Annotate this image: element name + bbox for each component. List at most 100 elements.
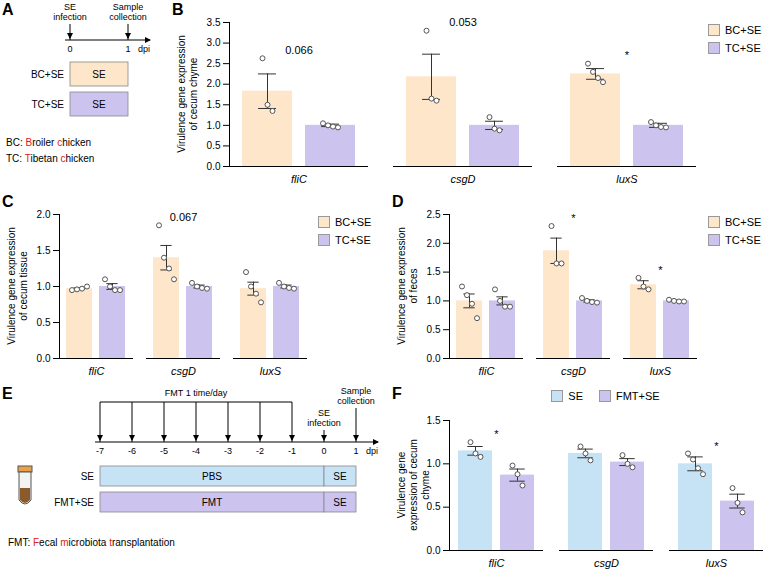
svg-text:0.5: 0.5	[37, 317, 51, 328]
svg-text:0.0: 0.0	[207, 161, 221, 172]
svg-text:collection: collection	[337, 396, 375, 406]
svg-text:Virulence gene: Virulence gene	[396, 451, 407, 518]
svg-text:1.5: 1.5	[427, 266, 441, 277]
svg-text:0.067: 0.067	[170, 211, 198, 223]
svg-text:TC+SE: TC+SE	[31, 99, 64, 110]
svg-text:fliC: fliC	[291, 173, 307, 185]
svg-text:fliC: fliC	[489, 557, 505, 569]
html-text:TC+SE: TC+SE	[335, 234, 371, 246]
svg-text:SE: SE	[333, 497, 347, 508]
svg-text:0.0: 0.0	[37, 353, 51, 364]
svg-text:SE: SE	[64, 2, 76, 12]
svg-text:FMT: FMT	[202, 497, 223, 508]
svg-text:Virulence gene expression: Virulence gene expression	[6, 227, 17, 345]
svg-text:-4: -4	[192, 446, 200, 456]
html-text:E: E	[2, 385, 13, 402]
svg-text:luxS: luxS	[650, 365, 672, 377]
svg-text:FMT+SE: FMT+SE	[54, 497, 94, 508]
svg-text:csgD: csgD	[561, 365, 586, 377]
svg-text:SE: SE	[333, 471, 347, 482]
svg-text:1.5: 1.5	[37, 245, 51, 256]
svg-text:-6: -6	[128, 446, 136, 456]
svg-text:Sample: Sample	[341, 386, 372, 396]
svg-text:fliC: fliC	[89, 365, 105, 377]
html-text:A: A	[2, 1, 14, 18]
svg-text:3.0: 3.0	[207, 37, 221, 48]
svg-text:2.5: 2.5	[427, 209, 441, 220]
html-text:D: D	[392, 193, 404, 210]
svg-text:FMT 1 time/day: FMT 1 time/day	[165, 388, 228, 398]
svg-text:-2: -2	[256, 446, 264, 456]
svg-text:SE: SE	[92, 69, 106, 80]
svg-text:luxS: luxS	[706, 557, 728, 569]
svg-text:1: 1	[125, 44, 130, 54]
svg-text:FMT: Fecal microbiota transpla: FMT: Fecal microbiota transplantation	[8, 537, 175, 548]
svg-text:of cecum tissue: of cecum tissue	[18, 251, 29, 321]
html-text:SE: SE	[568, 390, 583, 402]
html-text:BC+SE: BC+SE	[725, 24, 762, 36]
svg-text:Sample: Sample	[113, 2, 144, 12]
html-text:C: C	[2, 193, 14, 210]
svg-text:SE: SE	[318, 408, 330, 418]
svg-text:dpi: dpi	[138, 44, 150, 54]
svg-text:SE: SE	[92, 99, 106, 110]
svg-text:csgD: csgD	[450, 173, 475, 185]
svg-text:chyme: chyme	[420, 470, 431, 500]
svg-text:-5: -5	[160, 446, 168, 456]
svg-text:Virulence gene expression: Virulence gene expression	[176, 35, 187, 153]
svg-text:0.053: 0.053	[449, 16, 477, 28]
svg-text:1.5: 1.5	[207, 99, 221, 110]
html-text:BC+SE: BC+SE	[335, 216, 372, 228]
svg-text:TC: Tibetan chicken: TC: Tibetan chicken	[6, 153, 94, 164]
svg-text:BC+SE: BC+SE	[31, 69, 64, 80]
svg-text:csgD: csgD	[171, 365, 196, 377]
svg-text:2.5: 2.5	[207, 58, 221, 69]
svg-text:*: *	[571, 212, 576, 224]
svg-text:expression of cecum: expression of cecum	[408, 439, 419, 531]
svg-text:0: 0	[321, 446, 326, 456]
svg-text:infection: infection	[53, 12, 87, 22]
svg-text:luxS: luxS	[616, 173, 638, 185]
svg-text:dpi: dpi	[366, 446, 378, 456]
svg-text:2.0: 2.0	[207, 78, 221, 89]
svg-text:1: 1	[353, 446, 358, 456]
svg-text:2.0: 2.0	[37, 209, 51, 220]
svg-text:PBS: PBS	[202, 471, 222, 482]
svg-text:3.5: 3.5	[207, 17, 221, 28]
svg-text:*: *	[714, 440, 719, 452]
svg-text:Virulence gene expression: Virulence gene expression	[396, 227, 407, 345]
svg-text:-7: -7	[96, 446, 104, 456]
svg-text:0.5: 0.5	[427, 501, 441, 512]
svg-text:1.5: 1.5	[427, 415, 441, 426]
html-text:FMT+SE: FMT+SE	[616, 390, 660, 402]
html-text:TC+SE: TC+SE	[725, 234, 761, 246]
svg-text:csgD: csgD	[594, 557, 619, 569]
svg-text:1.0: 1.0	[427, 295, 441, 306]
svg-text:-3: -3	[224, 446, 232, 456]
svg-text:0.066: 0.066	[285, 44, 313, 56]
svg-text:of feces: of feces	[408, 268, 419, 303]
svg-text:*: *	[658, 264, 663, 276]
svg-text:2.0: 2.0	[427, 238, 441, 249]
svg-text:SE: SE	[81, 471, 95, 482]
svg-text:*: *	[625, 49, 630, 61]
svg-text:BC: Broiler chicken: BC: Broiler chicken	[6, 137, 91, 148]
svg-text:0.5: 0.5	[207, 140, 221, 151]
svg-text:luxS: luxS	[260, 365, 282, 377]
html-text:TC+SE: TC+SE	[725, 42, 761, 54]
svg-text:0.0: 0.0	[427, 545, 441, 556]
svg-text:1.0: 1.0	[37, 281, 51, 292]
svg-text:collection: collection	[109, 12, 147, 22]
svg-text:-1: -1	[288, 446, 296, 456]
svg-text:1.0: 1.0	[207, 120, 221, 131]
svg-text:0: 0	[67, 44, 72, 54]
svg-text:of cecum chyme: of cecum chyme	[188, 57, 199, 130]
svg-text:infection: infection	[307, 418, 341, 428]
html-text:B: B	[172, 1, 184, 18]
svg-text:0.5: 0.5	[427, 324, 441, 335]
svg-text:*: *	[494, 428, 499, 440]
svg-text:0.0: 0.0	[427, 353, 441, 364]
html-text:BC+SE: BC+SE	[725, 216, 762, 228]
svg-text:1.0: 1.0	[427, 458, 441, 469]
svg-text:fliC: fliC	[479, 365, 495, 377]
